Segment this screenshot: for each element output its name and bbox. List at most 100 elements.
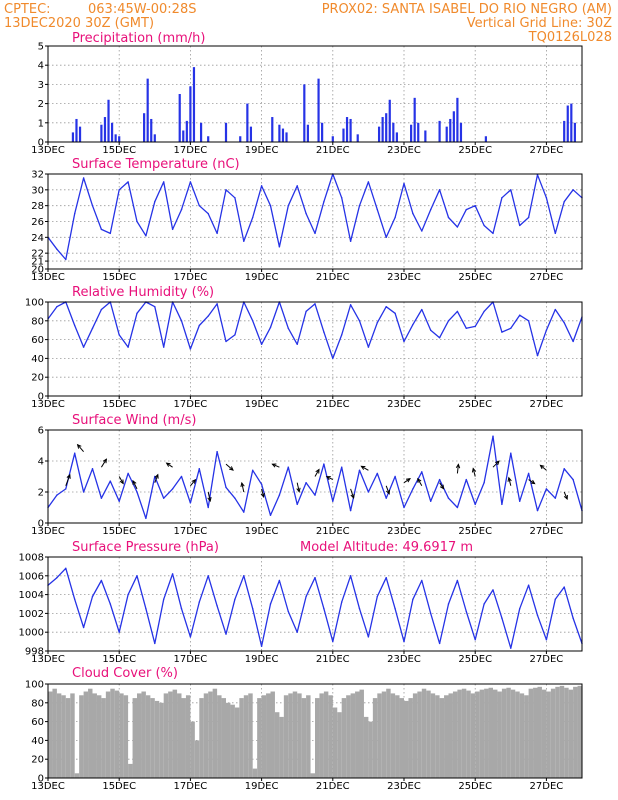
cloud-title: Cloud Cover (%) <box>72 666 178 681</box>
precip-y-tick-label: 1 <box>38 118 44 129</box>
cloud-bar <box>230 704 235 778</box>
temperature-point <box>314 232 316 235</box>
cloud-bar <box>528 688 534 778</box>
cloud-bar <box>177 693 182 778</box>
wind-x-tick-label: 17DEC <box>174 526 208 537</box>
wind-vector <box>272 463 280 468</box>
cloud-bar <box>306 695 311 778</box>
wind-vector <box>563 491 568 500</box>
wind-vector <box>492 460 500 468</box>
cloud-bar <box>212 688 218 778</box>
wind-vector <box>385 485 390 494</box>
temperature-point <box>367 181 370 183</box>
wind-vector-head <box>260 492 265 499</box>
humidity-point <box>180 320 183 322</box>
precip-bar <box>224 122 228 142</box>
cloud-bar <box>274 712 280 778</box>
wind-y-tick-label: 6 <box>38 426 44 437</box>
temperature-point <box>180 208 183 211</box>
wind-vector-head <box>154 473 159 479</box>
precip-bar <box>459 122 463 142</box>
precip-bar <box>143 113 146 142</box>
wind-point <box>109 480 112 482</box>
precip-bar <box>349 118 352 142</box>
wind-vector <box>361 465 369 471</box>
precip-bar <box>185 120 188 142</box>
humidity-point <box>118 334 120 336</box>
humidity-point <box>216 303 218 305</box>
temperature-y-tick-label: 32 <box>31 170 44 181</box>
cloud-bar <box>96 695 102 778</box>
temperature-point <box>474 204 476 207</box>
cloud-bar <box>243 695 249 778</box>
temperature-point <box>154 201 156 203</box>
temperature-point <box>189 181 192 183</box>
cloud-bar <box>541 689 547 778</box>
temperature-series-line <box>47 173 583 261</box>
wind-vector <box>508 477 512 486</box>
pressure-x-tick-label: 25DEC <box>458 654 492 665</box>
pressure-point <box>171 573 174 575</box>
cloud-bar <box>288 693 293 778</box>
wind-point <box>403 506 405 509</box>
pressure-point <box>438 642 441 645</box>
temperature-point <box>234 197 236 199</box>
precip-bar <box>392 122 395 142</box>
wind-vector <box>207 491 211 502</box>
wind-point <box>287 466 289 468</box>
humidity-point <box>82 346 85 348</box>
cloud-bar <box>261 695 267 778</box>
humidity-point <box>465 327 467 330</box>
wind-vector-head <box>315 468 320 474</box>
wind-vector-head <box>296 487 301 493</box>
wind-vector-head <box>495 460 500 466</box>
precip-bar <box>570 103 573 142</box>
cloud-bar <box>88 688 93 778</box>
wind-point <box>510 452 512 454</box>
wind-x-tick-label: 21DEC <box>316 526 350 537</box>
pressure-title: Surface Pressure (hPa) <box>72 540 219 555</box>
cloud-frame <box>47 683 583 779</box>
wind-vector-head <box>530 479 536 485</box>
temperature-point <box>447 216 450 219</box>
cloud-bar <box>221 698 226 778</box>
wind-point <box>100 497 103 499</box>
precip-bar <box>114 134 117 142</box>
temperature-point <box>376 208 378 211</box>
precip-bar <box>356 134 359 142</box>
humidity-x-tick-label: 21DEC <box>316 399 350 410</box>
precip-x-tick-label: 17DEC <box>174 145 208 156</box>
wind-vector-head <box>271 463 277 468</box>
header-model-id: TQ0126L028 <box>528 30 612 45</box>
pressure-point <box>278 579 281 582</box>
humidity-point <box>403 340 405 343</box>
cloud-x-tick-label: 21DEC <box>316 781 350 792</box>
humidity-point <box>412 323 414 326</box>
precip-bar <box>321 122 324 142</box>
precip-bar <box>150 118 153 142</box>
cloud-bar <box>475 691 480 778</box>
pressure-point <box>367 636 370 638</box>
wind-vector-head <box>240 481 245 488</box>
cloud-x-tick-label: 15DEC <box>102 781 136 792</box>
cloud-bar <box>257 698 262 778</box>
temperature-x-tick-label: 15DEC <box>102 272 136 283</box>
wind-point <box>260 483 263 485</box>
pressure-y-tick-label: 1008 <box>19 553 44 564</box>
temperature-point <box>323 201 325 203</box>
pressure-x-tick-label: 19DEC <box>245 654 279 665</box>
wind-vector-head <box>439 484 445 490</box>
precip-bar <box>107 99 110 142</box>
wind-point <box>438 478 441 481</box>
header-run-time: 13DEC2020 30Z (GMT) <box>4 16 154 31</box>
pressure-point <box>252 608 254 610</box>
cloud-bar <box>301 698 307 778</box>
pressure-point <box>465 610 467 613</box>
cloud-y-tick-label: 20 <box>31 755 44 766</box>
wind-point <box>207 506 209 509</box>
humidity-point <box>225 340 227 343</box>
pressure-point <box>260 645 263 647</box>
pressure-x-tick-label: 13DEC <box>31 654 65 665</box>
cloud-y-tick-label: 40 <box>31 736 44 747</box>
